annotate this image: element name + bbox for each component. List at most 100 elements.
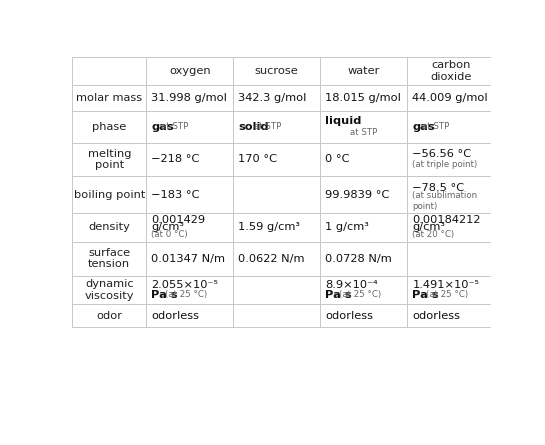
Bar bbox=[320, 111, 407, 143]
Text: g/cm³: g/cm³ bbox=[413, 222, 445, 232]
Text: at STP: at STP bbox=[253, 122, 281, 131]
Text: odor: odor bbox=[96, 311, 122, 320]
Bar bbox=[146, 304, 233, 327]
Bar bbox=[320, 304, 407, 327]
Text: water: water bbox=[348, 66, 380, 76]
Bar bbox=[407, 111, 494, 143]
Bar bbox=[146, 214, 233, 242]
Text: 44.009 g/mol: 44.009 g/mol bbox=[413, 93, 488, 103]
Bar bbox=[407, 276, 494, 304]
Bar bbox=[146, 176, 233, 214]
Text: 0.01347 N/m: 0.01347 N/m bbox=[152, 254, 225, 263]
Text: molar mass: molar mass bbox=[76, 93, 142, 103]
Text: odorless: odorless bbox=[152, 311, 199, 320]
Text: −78.5 °C: −78.5 °C bbox=[413, 183, 464, 193]
Text: phase: phase bbox=[92, 122, 126, 132]
Bar bbox=[72, 143, 146, 176]
Text: −183 °C: −183 °C bbox=[152, 190, 200, 199]
Bar bbox=[407, 176, 494, 214]
Text: 0.0622 N/m: 0.0622 N/m bbox=[238, 254, 305, 263]
Text: liquid: liquid bbox=[325, 116, 362, 126]
Bar bbox=[407, 143, 494, 176]
Bar bbox=[146, 111, 233, 143]
Text: Pa s: Pa s bbox=[413, 290, 439, 300]
Bar bbox=[72, 176, 146, 214]
Text: density: density bbox=[88, 222, 130, 232]
Text: at STP: at STP bbox=[161, 122, 189, 131]
Bar bbox=[146, 276, 233, 304]
Text: at STP: at STP bbox=[422, 122, 450, 131]
Text: (at 25 °C): (at 25 °C) bbox=[165, 291, 207, 299]
Text: boiling point: boiling point bbox=[74, 190, 145, 199]
Bar bbox=[407, 304, 494, 327]
Text: 1.59 g/cm³: 1.59 g/cm³ bbox=[238, 222, 300, 232]
Bar bbox=[233, 304, 320, 327]
Bar bbox=[320, 276, 407, 304]
Bar bbox=[72, 276, 146, 304]
Bar bbox=[233, 242, 320, 276]
Text: 1.491×10⁻⁵: 1.491×10⁻⁵ bbox=[413, 280, 480, 290]
Bar bbox=[233, 276, 320, 304]
Bar bbox=[233, 143, 320, 176]
Bar bbox=[320, 214, 407, 242]
Text: 31.998 g/mol: 31.998 g/mol bbox=[152, 93, 227, 103]
Text: −218 °C: −218 °C bbox=[152, 154, 199, 165]
Text: 0.001429: 0.001429 bbox=[152, 215, 205, 226]
Text: odorless: odorless bbox=[325, 311, 373, 320]
Text: surface
tension: surface tension bbox=[88, 248, 130, 269]
Text: (at 0 °C): (at 0 °C) bbox=[152, 230, 188, 239]
Bar bbox=[407, 85, 494, 111]
Bar bbox=[407, 214, 494, 242]
Text: 342.3 g/mol: 342.3 g/mol bbox=[238, 93, 307, 103]
Bar bbox=[146, 143, 233, 176]
Text: (at 25 °C): (at 25 °C) bbox=[338, 291, 380, 299]
Bar bbox=[233, 57, 320, 85]
Text: 170 °C: 170 °C bbox=[238, 154, 277, 165]
Text: gas: gas bbox=[152, 122, 174, 132]
Bar bbox=[72, 214, 146, 242]
Bar bbox=[233, 111, 320, 143]
Bar bbox=[320, 242, 407, 276]
Text: gas: gas bbox=[413, 122, 435, 132]
Text: 2.055×10⁻⁵: 2.055×10⁻⁵ bbox=[152, 280, 219, 290]
Text: 8.9×10⁻⁴: 8.9×10⁻⁴ bbox=[325, 280, 378, 290]
Text: at STP: at STP bbox=[350, 128, 377, 137]
Text: dynamic
viscosity: dynamic viscosity bbox=[84, 279, 134, 301]
Bar bbox=[233, 214, 320, 242]
Text: (at 25 °C): (at 25 °C) bbox=[426, 291, 468, 299]
Text: 1 g/cm³: 1 g/cm³ bbox=[325, 222, 369, 232]
Text: odorless: odorless bbox=[413, 311, 461, 320]
Text: −56.56 °C: −56.56 °C bbox=[413, 149, 471, 159]
Text: (at sublimation
point): (at sublimation point) bbox=[413, 191, 477, 210]
Bar bbox=[72, 304, 146, 327]
Bar bbox=[320, 176, 407, 214]
Bar bbox=[146, 57, 233, 85]
Bar bbox=[233, 85, 320, 111]
Text: g/cm³: g/cm³ bbox=[152, 222, 184, 232]
Text: 0.0728 N/m: 0.0728 N/m bbox=[325, 254, 392, 263]
Bar bbox=[320, 85, 407, 111]
Bar bbox=[233, 176, 320, 214]
Text: 0.00184212: 0.00184212 bbox=[413, 215, 481, 226]
Bar bbox=[407, 242, 494, 276]
Bar bbox=[407, 57, 494, 85]
Text: oxygen: oxygen bbox=[169, 66, 210, 76]
Text: 18.015 g/mol: 18.015 g/mol bbox=[325, 93, 401, 103]
Bar bbox=[320, 57, 407, 85]
Text: 99.9839 °C: 99.9839 °C bbox=[325, 190, 390, 199]
Text: Pa s: Pa s bbox=[325, 290, 352, 300]
Bar bbox=[72, 242, 146, 276]
Bar bbox=[72, 111, 146, 143]
Text: melting
point: melting point bbox=[88, 149, 131, 170]
Text: (at 20 °C): (at 20 °C) bbox=[413, 230, 455, 239]
Text: (at triple point): (at triple point) bbox=[413, 161, 477, 170]
Text: carbon
dioxide: carbon dioxide bbox=[430, 60, 471, 82]
Text: 0 °C: 0 °C bbox=[325, 154, 350, 165]
Text: Pa s: Pa s bbox=[152, 290, 178, 300]
Bar bbox=[146, 85, 233, 111]
Bar bbox=[320, 143, 407, 176]
Text: solid: solid bbox=[238, 122, 269, 132]
Bar bbox=[146, 242, 233, 276]
Bar bbox=[72, 85, 146, 111]
Text: sucrose: sucrose bbox=[255, 66, 299, 76]
